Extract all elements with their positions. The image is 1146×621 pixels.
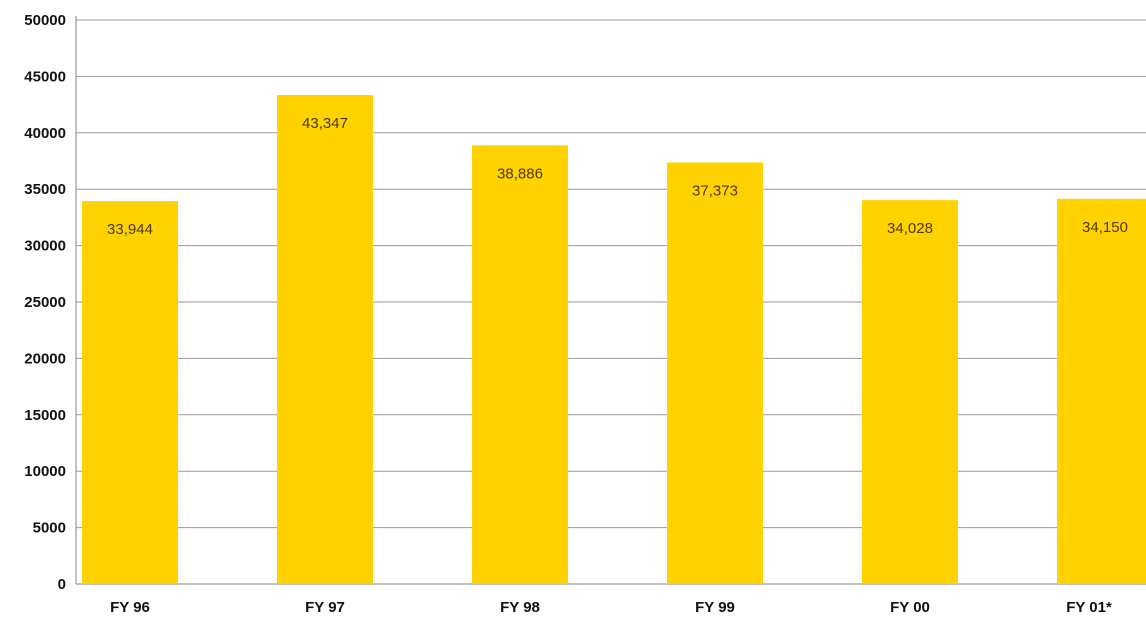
y-tick-label: 40000	[24, 125, 66, 142]
value-label: 34,028	[887, 220, 933, 237]
bar	[1057, 198, 1146, 584]
y-tick-label: 45000	[24, 68, 66, 85]
value-label: 34,150	[1082, 219, 1128, 236]
y-tick-label: 5000	[33, 520, 66, 537]
value-label: 37,373	[692, 182, 738, 199]
y-tick-label: 25000	[24, 294, 66, 311]
value-labels: 33,944 43,347 38,886 37,373 34,028 34,150	[107, 115, 1128, 238]
category-label: FY 01*	[1066, 599, 1112, 616]
bar	[667, 162, 763, 584]
value-label: 38,886	[497, 165, 543, 182]
axes	[75, 16, 1146, 585]
bars	[82, 95, 1146, 585]
value-label: 43,347	[302, 115, 348, 132]
bar	[862, 200, 958, 584]
category-label: FY 99	[695, 599, 735, 616]
gridlines	[76, 19, 1146, 529]
category-label: FY 97	[305, 599, 345, 616]
bar	[277, 95, 373, 584]
category-labels: FY 96 FY 97 FY 98 FY 99 FY 00 FY 01*	[110, 599, 1112, 616]
category-label: FY 96	[110, 599, 150, 616]
y-tick-label: 50000	[24, 12, 66, 29]
category-label: FY 98	[500, 599, 540, 616]
y-tick-label: 0	[58, 576, 66, 593]
y-tick-label: 15000	[24, 407, 66, 424]
value-label: 33,944	[107, 221, 153, 238]
y-tick-label: 20000	[24, 350, 66, 367]
y-tick-label: 35000	[24, 181, 66, 198]
bar	[82, 201, 178, 584]
y-tick-label: 10000	[24, 463, 66, 480]
bar	[472, 145, 568, 585]
category-label: FY 00	[890, 599, 930, 616]
y-tick-labels: 0 5000 10000 15000 20000 25000 30000 35000 40000…	[24, 12, 66, 593]
y-tick-label: 30000	[24, 238, 66, 255]
